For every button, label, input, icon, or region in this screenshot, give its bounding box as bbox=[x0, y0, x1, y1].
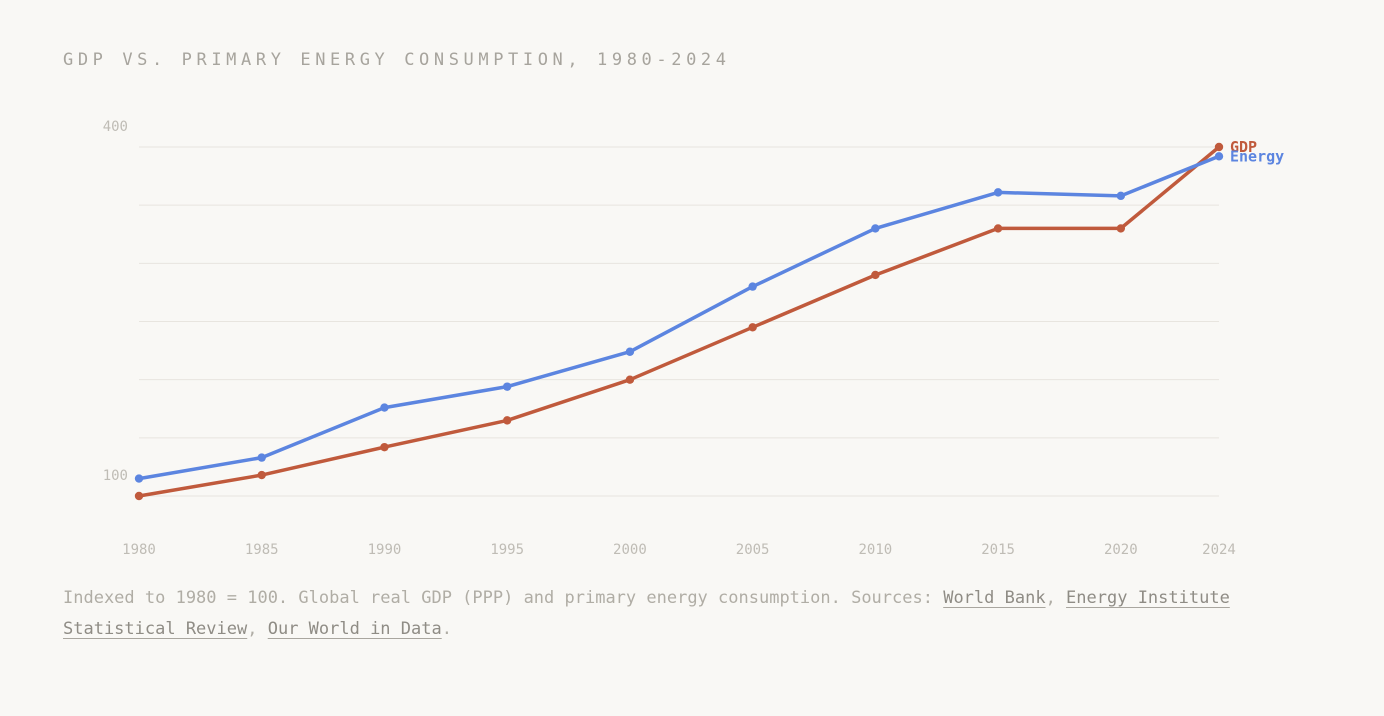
data-point-energy bbox=[257, 453, 266, 462]
x-tick-label: 2024 bbox=[1202, 542, 1236, 558]
data-point-gdp bbox=[748, 323, 757, 332]
x-tick-label: 2000 bbox=[613, 542, 647, 558]
series-label-energy: Energy bbox=[1230, 147, 1284, 165]
y-axis-ticks: 100 400 bbox=[103, 119, 128, 484]
energy-institute-link[interactable]: Energy Institute Statistical Review bbox=[63, 588, 1230, 639]
data-point-energy bbox=[1116, 191, 1126, 201]
data-point-energy bbox=[134, 474, 144, 483]
data-point-gdp bbox=[502, 416, 512, 425]
data-point-energy bbox=[993, 188, 1003, 197]
data-point-energy bbox=[625, 347, 635, 356]
x-tick-label: 2015 bbox=[981, 542, 1015, 558]
world-bank-link[interactable]: World Bank bbox=[943, 588, 1046, 608]
data-point-gdp bbox=[993, 224, 1003, 233]
series-line-gdp bbox=[137, 145, 1221, 498]
series-line-energy bbox=[137, 154, 1221, 481]
x-tick-label: 2020 bbox=[1104, 542, 1138, 558]
grid-lines bbox=[139, 146, 1219, 497]
x-tick-label: 1990 bbox=[368, 542, 402, 558]
x-tick-label: 1980 bbox=[122, 542, 156, 558]
our-world-in-data-link[interactable]: Our World in Data bbox=[267, 619, 442, 639]
line-chart: 100 400 1980 1985 1990 1995 2000 2005 2010 2015 2… bbox=[103, 119, 1284, 558]
caption-end: . bbox=[441, 619, 452, 639]
x-tick-label: 1995 bbox=[490, 542, 524, 558]
x-tick-label: 1985 bbox=[245, 542, 279, 558]
series-gdp bbox=[134, 142, 1224, 501]
data-point-gdp bbox=[134, 491, 144, 501]
series-label-gdp: GDP bbox=[1230, 138, 1257, 156]
data-point-gdp bbox=[1116, 224, 1126, 233]
data-point-gdp bbox=[625, 375, 635, 384]
series-energy bbox=[134, 152, 1224, 483]
data-point-energy bbox=[871, 224, 880, 233]
data-point-energy bbox=[748, 282, 757, 291]
x-tick-label: 2010 bbox=[859, 542, 893, 558]
caption-separator: , bbox=[247, 619, 268, 639]
x-tick-label: 2005 bbox=[736, 542, 770, 558]
data-point-energy bbox=[380, 403, 389, 412]
data-point-gdp bbox=[1214, 142, 1224, 152]
chart-title: GDP VS. PRIMARY ENERGY CONSUMPTION, 1980… bbox=[63, 50, 731, 70]
data-point-gdp bbox=[257, 470, 266, 480]
data-series bbox=[134, 142, 1224, 501]
chart-caption: Indexed to 1980 = 100. Global real GDP (… bbox=[63, 583, 1313, 645]
y-tick-label: 100 bbox=[103, 468, 128, 484]
x-axis-ticks: 1980 1985 1990 1995 2000 2005 2010 2015 2020 2024 bbox=[122, 542, 1236, 558]
data-point-gdp bbox=[380, 442, 389, 452]
data-point-energy bbox=[1214, 152, 1224, 161]
caption-separator: , bbox=[1045, 588, 1067, 608]
data-point-energy bbox=[502, 382, 512, 391]
caption-text: Indexed to 1980 = 100. Global real GDP (… bbox=[63, 588, 944, 608]
y-tick-label: 400 bbox=[103, 119, 128, 135]
data-point-gdp bbox=[871, 270, 880, 280]
